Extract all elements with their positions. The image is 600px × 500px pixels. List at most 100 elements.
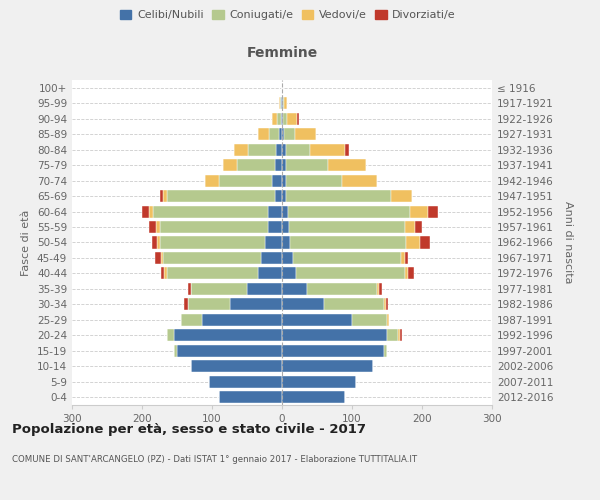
Bar [410, 206, 428, 218]
Bar [341, 174, 377, 186]
Bar [282, 112, 283, 124]
Bar [295, 128, 316, 140]
Bar [149, 221, 156, 233]
Bar [282, 236, 290, 248]
Bar [406, 236, 420, 248]
Text: Popolazione per età, sesso e stato civile - 2017: Popolazione per età, sesso e stato civil… [12, 422, 366, 436]
Bar [163, 190, 167, 202]
Bar [286, 174, 341, 186]
Bar [275, 159, 282, 171]
Bar [156, 221, 160, 233]
Bar [277, 144, 282, 156]
Bar [289, 221, 404, 233]
Bar [205, 174, 219, 186]
Bar [155, 252, 161, 264]
Bar [157, 236, 160, 248]
Bar [219, 391, 282, 404]
Bar [258, 128, 269, 140]
Bar [282, 391, 345, 404]
Bar [290, 236, 406, 248]
Bar [247, 283, 282, 295]
Bar [202, 314, 282, 326]
Bar [282, 97, 283, 109]
Bar [269, 128, 279, 140]
Bar [286, 144, 310, 156]
Bar [383, 298, 386, 310]
Bar [219, 174, 271, 186]
Bar [428, 206, 438, 218]
Bar [282, 345, 383, 357]
Bar [229, 298, 282, 310]
Bar [149, 206, 152, 218]
Bar [282, 252, 293, 264]
Bar [386, 298, 388, 310]
Bar [282, 314, 352, 326]
Bar [160, 221, 268, 233]
Bar [173, 330, 282, 342]
Bar [187, 298, 229, 310]
Bar [282, 159, 286, 171]
Bar [265, 236, 282, 248]
Bar [282, 190, 286, 202]
Bar [420, 236, 430, 248]
Bar [282, 174, 286, 186]
Bar [296, 268, 404, 280]
Bar [387, 330, 398, 342]
Bar [268, 206, 282, 218]
Bar [282, 330, 387, 342]
Bar [160, 190, 163, 202]
Bar [160, 236, 265, 248]
Text: COMUNE DI SANT'ARCANGELO (PZ) - Dati ISTAT 1° gennaio 2017 - Elaborazione TUTTIT: COMUNE DI SANT'ARCANGELO (PZ) - Dati IST… [12, 455, 417, 464]
Bar [284, 128, 295, 140]
Bar [307, 283, 377, 295]
Bar [310, 144, 345, 156]
Bar [257, 268, 282, 280]
Bar [235, 144, 248, 156]
Bar [287, 206, 410, 218]
Bar [352, 314, 387, 326]
Bar [167, 190, 275, 202]
Bar [415, 221, 422, 233]
Bar [281, 112, 282, 124]
Bar [161, 268, 164, 280]
Bar [236, 159, 275, 171]
Bar [398, 330, 400, 342]
Bar [387, 314, 389, 326]
Bar [282, 298, 324, 310]
Bar [161, 252, 163, 264]
Bar [280, 97, 281, 109]
Bar [282, 221, 289, 233]
Bar [278, 97, 280, 109]
Bar [293, 252, 401, 264]
Bar [404, 252, 408, 264]
Bar [184, 298, 187, 310]
Bar [324, 298, 383, 310]
Bar [209, 376, 282, 388]
Bar [277, 112, 281, 124]
Bar [279, 128, 282, 140]
Bar [401, 252, 404, 264]
Bar [152, 206, 268, 218]
Legend: Celibi/Nubili, Coniugati/e, Vedovi/e, Divorziati/e: Celibi/Nubili, Coniugati/e, Vedovi/e, Di… [116, 6, 460, 25]
Bar [152, 236, 157, 248]
Bar [404, 221, 415, 233]
Bar [268, 221, 282, 233]
Bar [282, 128, 284, 140]
Bar [298, 112, 299, 124]
Bar [142, 206, 149, 218]
Bar [286, 159, 328, 171]
Bar [408, 268, 413, 280]
Bar [379, 283, 382, 295]
Bar [282, 360, 373, 372]
Bar [271, 174, 282, 186]
Bar [383, 345, 387, 357]
Bar [223, 159, 236, 171]
Bar [282, 206, 287, 218]
Bar [282, 144, 286, 156]
Bar [167, 268, 257, 280]
Bar [167, 330, 173, 342]
Bar [261, 252, 282, 264]
Text: Femmine: Femmine [247, 46, 317, 60]
Bar [173, 345, 177, 357]
Bar [191, 283, 247, 295]
